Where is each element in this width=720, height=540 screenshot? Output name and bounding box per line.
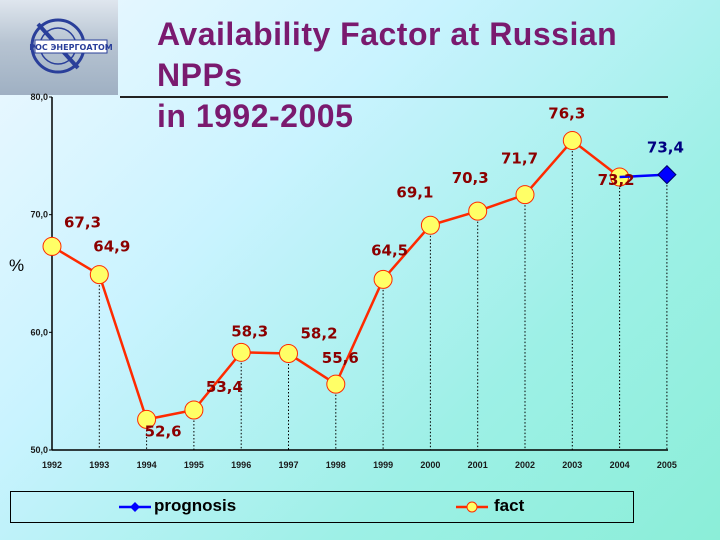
fact-data-label: 64,5 — [371, 241, 408, 259]
legend-symbols — [119, 501, 488, 513]
fact-data-label: 64,9 — [93, 238, 130, 256]
series-prognosis — [619, 164, 677, 185]
prognosis-data-label: 73,4 — [647, 139, 684, 157]
fact-point — [326, 374, 346, 394]
legend-prognosis-marker — [130, 502, 140, 512]
x-tick-label: 1998 — [326, 460, 346, 470]
fact-point — [420, 215, 440, 235]
x-tick-labels: 1992 1993 1994 1995 1996 1997 1998 1999 2000 2001… — [42, 460, 677, 470]
y-tick-label: 50,0 — [30, 445, 48, 455]
logo-text: РОС ЭНЕРГОАТОМ — [29, 43, 113, 52]
logo-emblem: РОС ЭНЕРГОАТОМ — [29, 18, 113, 74]
fact-point — [231, 342, 251, 362]
legend-fact-marker — [466, 501, 478, 513]
y-tick-label: 70,0 — [30, 210, 48, 220]
x-tick-label: 1996 — [231, 460, 251, 470]
fact-data-label: 58,2 — [301, 325, 338, 343]
x-tick-label: 1995 — [184, 460, 204, 470]
fact-data-label: 67,3 — [64, 213, 101, 231]
x-tick-label: 2003 — [562, 460, 582, 470]
fact-data-label: 55,6 — [322, 349, 359, 367]
company-logo: РОС ЭНЕРГОАТОМ — [0, 0, 118, 95]
fact-data-label: 69,1 — [396, 183, 433, 201]
series-fact — [42, 131, 630, 429]
fact-point — [515, 185, 535, 205]
data-labels: 67,3 64,9 52,6 53,4 58,3 58,2 55,6 64,5 69,1 70,3… — [64, 105, 684, 441]
legend-fact-label: fact — [494, 496, 525, 515]
y-axis-unit: % — [9, 256, 25, 275]
fact-data-label: 53,4 — [206, 378, 243, 396]
fact-point — [42, 236, 62, 256]
fact-point — [184, 400, 204, 420]
y-tick-label: 80,0 — [30, 92, 48, 102]
fact-data-label: 52,6 — [145, 422, 182, 440]
fact-data-label: 70,3 — [452, 169, 489, 187]
fact-point — [562, 131, 582, 151]
fact-point — [137, 409, 157, 429]
legend-prognosis-label: prognosis — [154, 496, 237, 515]
fact-data-label: 73,2 — [598, 171, 635, 189]
x-tick-label: 2002 — [515, 460, 535, 470]
x-tick-label: 2004 — [610, 460, 630, 470]
x-tick-label: 1997 — [278, 460, 298, 470]
page-title: Availability Factor at Russian NPPs in 1… — [157, 14, 697, 137]
title-line-2: in 1992-2005 — [157, 98, 354, 134]
fact-data-label: 58,3 — [231, 322, 268, 340]
x-tick-label: 2001 — [468, 460, 488, 470]
y-tick-label: 60,0 — [30, 327, 48, 337]
fact-data-label: 76,3 — [548, 105, 585, 123]
y-tick-labels: 50,0 60,0 70,0 80,0 — [30, 92, 52, 455]
x-tick-label: 1993 — [89, 460, 109, 470]
prognosis-point — [657, 164, 677, 185]
title-divider — [120, 96, 668, 98]
fact-point — [468, 201, 488, 221]
x-tick-label: 1999 — [373, 460, 393, 470]
drop-lines — [98, 140, 668, 450]
legend: prognosis fact — [10, 491, 634, 523]
title-line-1: Availability Factor at Russian NPPs — [157, 16, 618, 93]
x-tick-label: 2005 — [657, 460, 677, 470]
fact-data-label: 71,7 — [501, 150, 538, 168]
plot-area — [51, 97, 668, 451]
x-tick-label: 1994 — [137, 460, 157, 470]
x-tick-label: 2000 — [420, 460, 440, 470]
fact-point — [373, 269, 393, 289]
fact-point — [89, 265, 109, 285]
fact-point — [279, 344, 298, 364]
x-tick-label: 1992 — [42, 460, 62, 470]
